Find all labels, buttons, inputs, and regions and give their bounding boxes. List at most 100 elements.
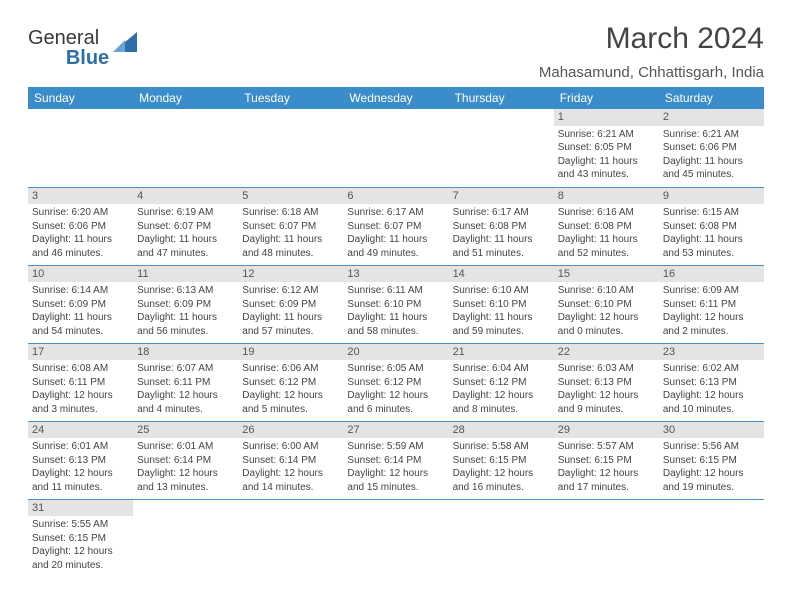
sunrise-line: Sunrise: 6:07 AM <box>137 362 234 376</box>
sunset-line: Sunset: 6:11 PM <box>663 298 760 312</box>
sunset-line: Sunset: 6:10 PM <box>453 298 550 312</box>
sunrise-line: Sunrise: 6:01 AM <box>137 440 234 454</box>
day-cell: 23Sunrise: 6:02 AMSunset: 6:13 PMDayligh… <box>659 343 764 421</box>
day-cell: 8Sunrise: 6:16 AMSunset: 6:08 PMDaylight… <box>554 187 659 265</box>
logo-text: General GenBlue <box>28 28 109 68</box>
daylight-line: Daylight: 11 hours and 47 minutes. <box>137 233 234 260</box>
sunset-line: Sunset: 6:10 PM <box>558 298 655 312</box>
day-cell: 6Sunrise: 6:17 AMSunset: 6:07 PMDaylight… <box>343 187 448 265</box>
day-number: 28 <box>449 422 554 439</box>
sunset-line: Sunset: 6:09 PM <box>32 298 129 312</box>
sunrise-line: Sunrise: 6:18 AM <box>242 206 339 220</box>
day-cell: 24Sunrise: 6:01 AMSunset: 6:13 PMDayligh… <box>28 421 133 499</box>
daylight-line: Daylight: 12 hours and 16 minutes. <box>453 467 550 494</box>
day-cell: 31Sunrise: 5:55 AMSunset: 6:15 PMDayligh… <box>28 499 133 577</box>
day-number: 14 <box>449 266 554 283</box>
sunrise-line: Sunrise: 5:57 AM <box>558 440 655 454</box>
sunrise-line: Sunrise: 6:10 AM <box>558 284 655 298</box>
day-cell: 19Sunrise: 6:06 AMSunset: 6:12 PMDayligh… <box>238 343 343 421</box>
sunset-line: Sunset: 6:11 PM <box>32 376 129 390</box>
sunset-line: Sunset: 6:08 PM <box>453 220 550 234</box>
sunset-line: Sunset: 6:12 PM <box>242 376 339 390</box>
daylight-line: Daylight: 11 hours and 54 minutes. <box>32 311 129 338</box>
sunrise-line: Sunrise: 6:00 AM <box>242 440 339 454</box>
day-cell: 16Sunrise: 6:09 AMSunset: 6:11 PMDayligh… <box>659 265 764 343</box>
day-number: 16 <box>659 266 764 283</box>
day-number: 29 <box>554 422 659 439</box>
table-row: 3Sunrise: 6:20 AMSunset: 6:06 PMDaylight… <box>28 187 764 265</box>
title-block: March 2024 Mahasamund, Chhattisgarh, Ind… <box>539 22 764 81</box>
daylight-line: Daylight: 11 hours and 56 minutes. <box>137 311 234 338</box>
day-cell: 7Sunrise: 6:17 AMSunset: 6:08 PMDaylight… <box>449 187 554 265</box>
day-number: 22 <box>554 344 659 361</box>
sunset-line: Sunset: 6:09 PM <box>137 298 234 312</box>
col-header: Tuesday <box>238 87 343 109</box>
day-cell <box>343 499 448 577</box>
day-number: 7 <box>449 188 554 205</box>
day-number: 4 <box>133 188 238 205</box>
day-cell: 4Sunrise: 6:19 AMSunset: 6:07 PMDaylight… <box>133 187 238 265</box>
day-cell <box>343 109 448 187</box>
sunset-line: Sunset: 6:13 PM <box>32 454 129 468</box>
col-header: Friday <box>554 87 659 109</box>
daylight-line: Daylight: 12 hours and 2 minutes. <box>663 311 760 338</box>
sunset-line: Sunset: 6:10 PM <box>347 298 444 312</box>
logo-word-1: General <box>28 27 99 49</box>
sunset-line: Sunset: 6:07 PM <box>347 220 444 234</box>
sunrise-line: Sunrise: 6:11 AM <box>347 284 444 298</box>
daylight-line: Daylight: 11 hours and 59 minutes. <box>453 311 550 338</box>
daylight-line: Daylight: 12 hours and 9 minutes. <box>558 389 655 416</box>
day-number: 5 <box>238 188 343 205</box>
sunrise-line: Sunrise: 5:56 AM <box>663 440 760 454</box>
col-header: Wednesday <box>343 87 448 109</box>
sail-icon <box>111 30 141 61</box>
sunset-line: Sunset: 6:06 PM <box>663 141 760 155</box>
sunset-line: Sunset: 6:11 PM <box>137 376 234 390</box>
day-cell: 14Sunrise: 6:10 AMSunset: 6:10 PMDayligh… <box>449 265 554 343</box>
col-header: Monday <box>133 87 238 109</box>
sunrise-line: Sunrise: 6:06 AM <box>242 362 339 376</box>
table-row: 17Sunrise: 6:08 AMSunset: 6:11 PMDayligh… <box>28 343 764 421</box>
sunset-line: Sunset: 6:12 PM <box>453 376 550 390</box>
day-number: 24 <box>28 422 133 439</box>
daylight-line: Daylight: 12 hours and 15 minutes. <box>347 467 444 494</box>
day-number: 13 <box>343 266 448 283</box>
day-number: 19 <box>238 344 343 361</box>
day-cell <box>449 499 554 577</box>
day-cell: 18Sunrise: 6:07 AMSunset: 6:11 PMDayligh… <box>133 343 238 421</box>
sunrise-line: Sunrise: 6:03 AM <box>558 362 655 376</box>
daylight-line: Daylight: 12 hours and 14 minutes. <box>242 467 339 494</box>
day-cell <box>238 109 343 187</box>
day-cell: 21Sunrise: 6:04 AMSunset: 6:12 PMDayligh… <box>449 343 554 421</box>
sunset-line: Sunset: 6:08 PM <box>663 220 760 234</box>
day-cell: 28Sunrise: 5:58 AMSunset: 6:15 PMDayligh… <box>449 421 554 499</box>
daylight-line: Daylight: 11 hours and 43 minutes. <box>558 155 655 182</box>
daylight-line: Daylight: 12 hours and 4 minutes. <box>137 389 234 416</box>
day-number: 6 <box>343 188 448 205</box>
daylight-line: Daylight: 12 hours and 8 minutes. <box>453 389 550 416</box>
daylight-line: Daylight: 12 hours and 3 minutes. <box>32 389 129 416</box>
day-cell: 20Sunrise: 6:05 AMSunset: 6:12 PMDayligh… <box>343 343 448 421</box>
daylight-line: Daylight: 12 hours and 20 minutes. <box>32 545 129 572</box>
day-number: 25 <box>133 422 238 439</box>
day-cell: 9Sunrise: 6:15 AMSunset: 6:08 PMDaylight… <box>659 187 764 265</box>
daylight-line: Daylight: 11 hours and 48 minutes. <box>242 233 339 260</box>
daylight-line: Daylight: 11 hours and 53 minutes. <box>663 233 760 260</box>
day-cell: 26Sunrise: 6:00 AMSunset: 6:14 PMDayligh… <box>238 421 343 499</box>
sunrise-line: Sunrise: 6:02 AM <box>663 362 760 376</box>
day-cell <box>554 499 659 577</box>
day-number: 9 <box>659 188 764 205</box>
col-header: Thursday <box>449 87 554 109</box>
day-number: 10 <box>28 266 133 283</box>
daylight-line: Daylight: 11 hours and 49 minutes. <box>347 233 444 260</box>
logo: General GenBlue <box>28 22 141 68</box>
daylight-line: Daylight: 12 hours and 0 minutes. <box>558 311 655 338</box>
sunrise-line: Sunrise: 6:15 AM <box>663 206 760 220</box>
day-cell <box>659 499 764 577</box>
daylight-line: Daylight: 12 hours and 5 minutes. <box>242 389 339 416</box>
calendar-body: 1Sunrise: 6:21 AMSunset: 6:05 PMDaylight… <box>28 109 764 577</box>
day-cell: 11Sunrise: 6:13 AMSunset: 6:09 PMDayligh… <box>133 265 238 343</box>
page-title: March 2024 <box>539 22 764 56</box>
day-number: 17 <box>28 344 133 361</box>
table-row: 24 Sunrise: 6:01 AM Sunset: 6:13 PM Dayligh… <box>28 421 764 499</box>
